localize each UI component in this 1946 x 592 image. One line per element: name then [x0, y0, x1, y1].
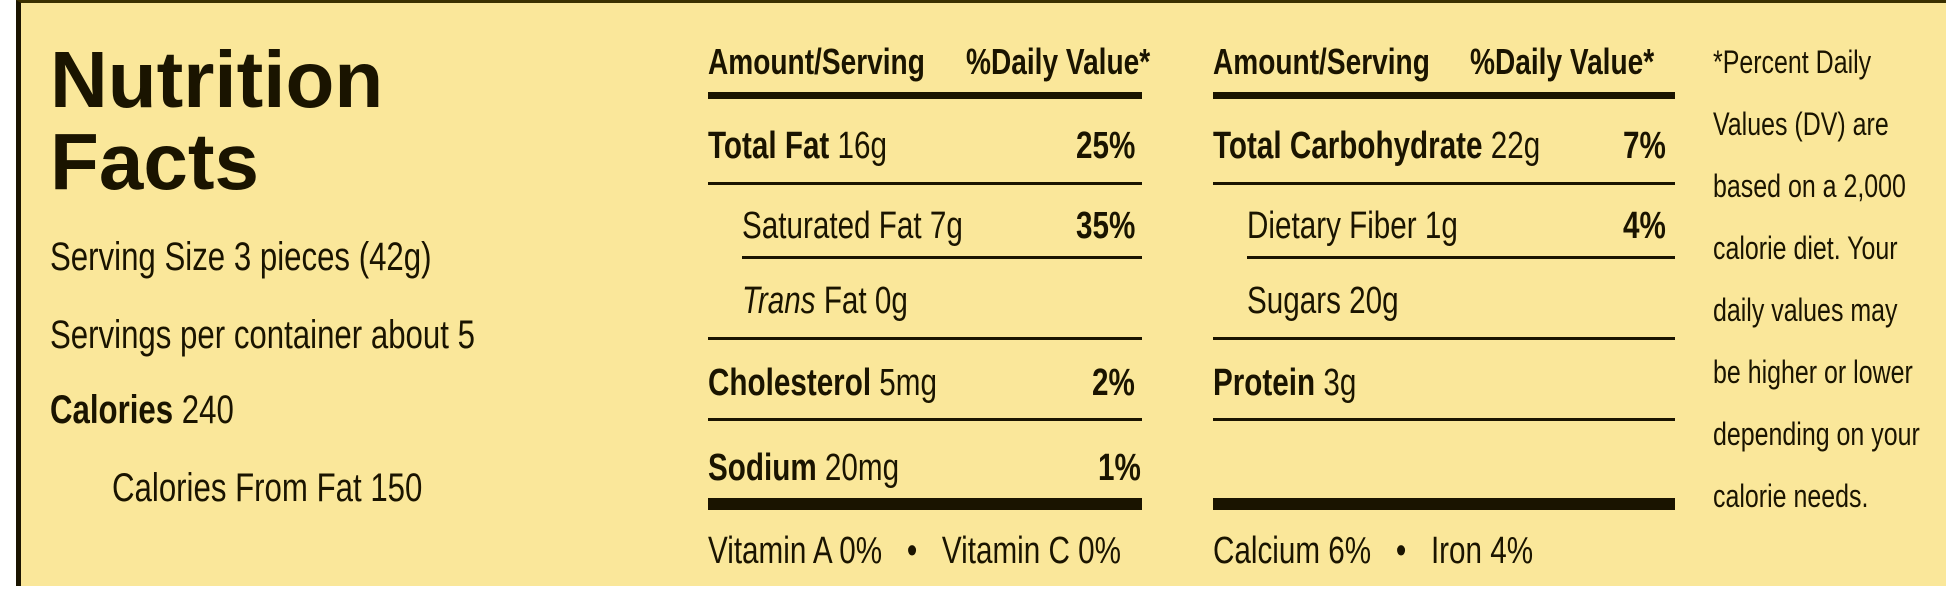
- row-rule: [742, 256, 1142, 259]
- left-bottom-rule: [708, 498, 1142, 510]
- row-protein: Protein 3g: [1213, 362, 1357, 404]
- calories-value: 240: [181, 388, 234, 432]
- left-header-amount: Amount/Serving: [708, 41, 925, 82]
- serving-size: Serving Size 3 pieces (42g): [50, 235, 432, 279]
- left-header-rule: [708, 92, 1142, 99]
- minerals-line: Calcium 6% • Iron 4%: [1213, 530, 1534, 572]
- row-rule: [708, 418, 1142, 421]
- dv-sodium: 1%: [1098, 447, 1141, 489]
- row-rule: [1213, 418, 1675, 421]
- row-saturated-fat: Saturated Fat 7g: [742, 205, 963, 247]
- row-rule: [708, 182, 1142, 185]
- row-total-carbohydrate: Total Carbohydrate 22g: [1213, 125, 1541, 167]
- footnote-line: depending on your: [1713, 416, 1920, 452]
- right-bottom-rule: [1213, 498, 1675, 510]
- row-rule: [1213, 182, 1675, 185]
- right-header-amount: Amount/Serving: [1213, 41, 1430, 82]
- row-dietary-fiber: Dietary Fiber 1g: [1247, 205, 1458, 247]
- row-trans-fat: Trans Fat 0g: [742, 280, 908, 322]
- left-header-dv: %Daily Value*: [966, 41, 1151, 82]
- footnote-line: calorie diet. Your: [1713, 230, 1898, 266]
- footnote-line: based on a 2,000: [1713, 168, 1906, 204]
- footnote-line: daily values may: [1713, 292, 1898, 328]
- title-line-1: Nutrition: [50, 35, 384, 124]
- row-rule: [1247, 256, 1675, 259]
- title-line-2: Facts: [50, 117, 259, 206]
- footnote-line: calorie needs.: [1713, 478, 1869, 514]
- calories-label: Calories: [50, 388, 174, 432]
- footnote-line: Values (DV) are: [1713, 106, 1889, 142]
- dv-dietary-fiber: 4%: [1623, 205, 1666, 247]
- footnote-line: *Percent Daily: [1713, 44, 1872, 80]
- row-sodium: Sodium 20mg: [708, 447, 900, 489]
- row-rule: [708, 337, 1142, 340]
- calories-line: Calories 240: [50, 390, 234, 430]
- row-total-fat: Total Fat 16g: [708, 125, 887, 167]
- row-cholesterol: Cholesterol 5mg: [708, 362, 937, 404]
- right-header-dv: %Daily Value*: [1470, 41, 1655, 82]
- row-rule: [1213, 337, 1675, 340]
- footnote-line: be higher or lower: [1713, 354, 1913, 390]
- right-header-rule: [1213, 92, 1675, 99]
- servings-per-container: Servings per container about 5: [50, 313, 475, 357]
- dv-cholesterol: 2%: [1092, 362, 1135, 404]
- dv-total-fat: 25%: [1076, 125, 1136, 167]
- vitamins-line: Vitamin A 0% • Vitamin C 0%: [708, 530, 1121, 572]
- dv-saturated-fat: 35%: [1076, 205, 1136, 247]
- row-sugars: Sugars 20g: [1247, 280, 1399, 322]
- dv-total-carbohydrate: 7%: [1623, 125, 1666, 167]
- calories-from-fat: Calories From Fat 150: [112, 466, 423, 510]
